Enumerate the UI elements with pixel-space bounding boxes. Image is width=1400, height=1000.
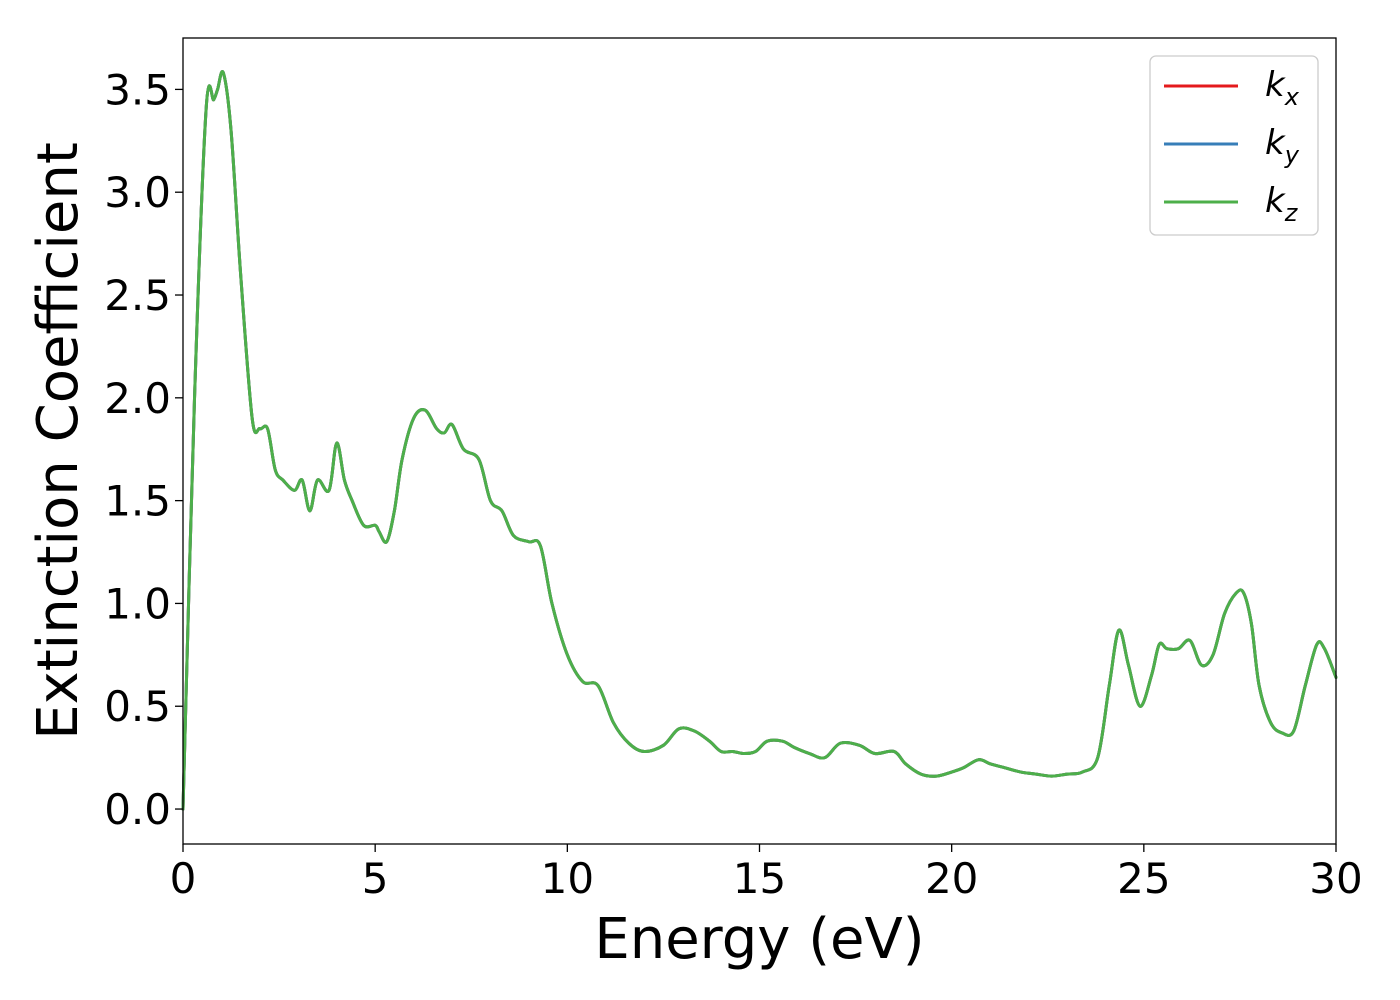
series-line-z: [181, 70, 1338, 811]
x-tick-label: 15: [733, 854, 786, 903]
y-tick-label: 2.0: [104, 374, 171, 423]
x-tick-label: 5: [362, 854, 389, 903]
y-axis-label: Extinction Coefficient: [26, 142, 91, 740]
y-tick-label: 3.5: [104, 65, 171, 114]
y-tick-label: 1.5: [104, 477, 171, 526]
x-tick-label: 30: [1309, 854, 1362, 903]
y-tick-label: 1.0: [104, 579, 171, 628]
y-axis-ticks: 0.0 0.5 1.0 1.5 2.0 2.5 3.0 3.5: [104, 65, 183, 834]
x-tick-label: 10: [541, 854, 594, 903]
y-tick-label: 0.5: [104, 682, 171, 731]
x-axis-label: Energy (eV): [594, 907, 924, 972]
series-layer: [181, 70, 1338, 811]
y-tick-label: 3.0: [104, 168, 171, 217]
x-tick-label: 25: [1117, 854, 1170, 903]
x-axis-ticks: 0 5 10 15 20 25 30: [170, 844, 1363, 903]
x-tick-label: 0: [170, 854, 197, 903]
y-tick-label: 0.0: [104, 785, 171, 834]
y-tick-label: 2.5: [104, 271, 171, 320]
x-tick-label: 20: [925, 854, 978, 903]
